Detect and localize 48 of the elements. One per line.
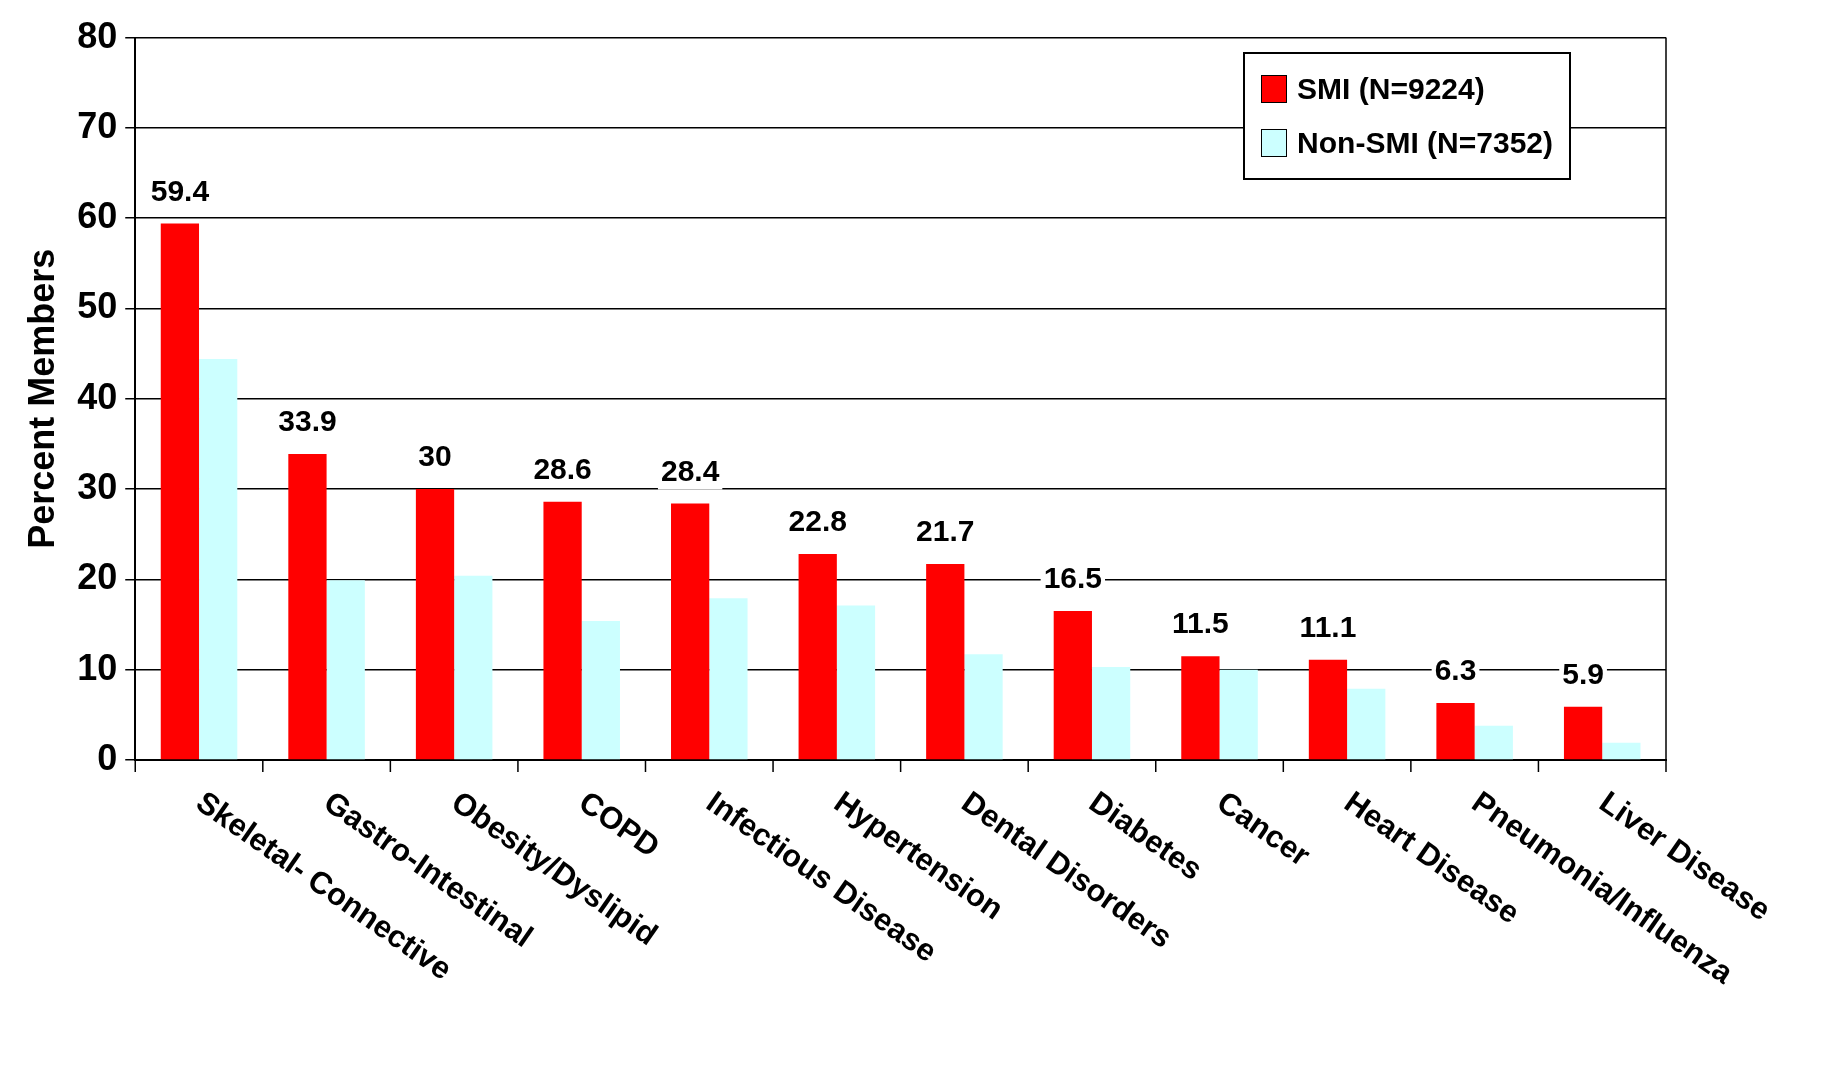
data-label: 16.5: [1043, 561, 1103, 595]
data-label: 11.1: [1299, 610, 1357, 644]
bar: [964, 654, 1003, 760]
bar: [326, 580, 365, 760]
y-axis-title: Percent Members: [20, 248, 62, 549]
bar: [160, 223, 200, 760]
bar: [288, 453, 327, 760]
bar: [1053, 611, 1092, 760]
y-tick-label: 30: [77, 466, 118, 508]
legend-label: Non-SMI (N=7352): [1297, 125, 1553, 160]
data-label: 28.4: [660, 453, 720, 487]
bar: [1219, 669, 1258, 760]
bar: [798, 554, 837, 760]
data-label: 28.6: [533, 452, 592, 486]
bar: [1091, 666, 1131, 760]
bar: [1181, 656, 1220, 760]
y-tick-label: 50: [77, 285, 118, 327]
data-label: 30: [418, 439, 452, 473]
data-label: 6.3: [1434, 653, 1477, 687]
data-label: 59.4: [150, 173, 210, 207]
bar: [199, 359, 238, 760]
legend-label: SMI (N=9224): [1297, 71, 1485, 106]
bar: [709, 598, 748, 760]
data-label: 21.7: [916, 514, 975, 548]
y-tick-label: 70: [77, 104, 118, 146]
bar: [1563, 706, 1603, 760]
y-tick-label: 0: [97, 736, 118, 778]
bar: [543, 501, 582, 760]
bar: [836, 605, 876, 760]
data-label: 22.8: [788, 504, 847, 538]
bar: [926, 564, 965, 760]
bar: [1347, 688, 1386, 760]
y-tick-label: 60: [77, 195, 118, 237]
data-label: 33.9: [278, 404, 337, 438]
bar: [1436, 703, 1475, 760]
data-label: 11.5: [1172, 606, 1229, 640]
bar: [1474, 725, 1513, 760]
bar: [454, 575, 493, 760]
data-label: 5.9: [1562, 656, 1604, 690]
bar: [1308, 659, 1348, 760]
y-tick-label: 10: [77, 646, 118, 688]
y-tick-label: 40: [77, 375, 118, 417]
bar: [415, 489, 455, 760]
bar: [1602, 742, 1641, 760]
y-tick-label: 20: [77, 556, 118, 598]
bar: [671, 503, 710, 760]
y-tick-label: 80: [77, 14, 118, 56]
bar: [581, 620, 620, 760]
